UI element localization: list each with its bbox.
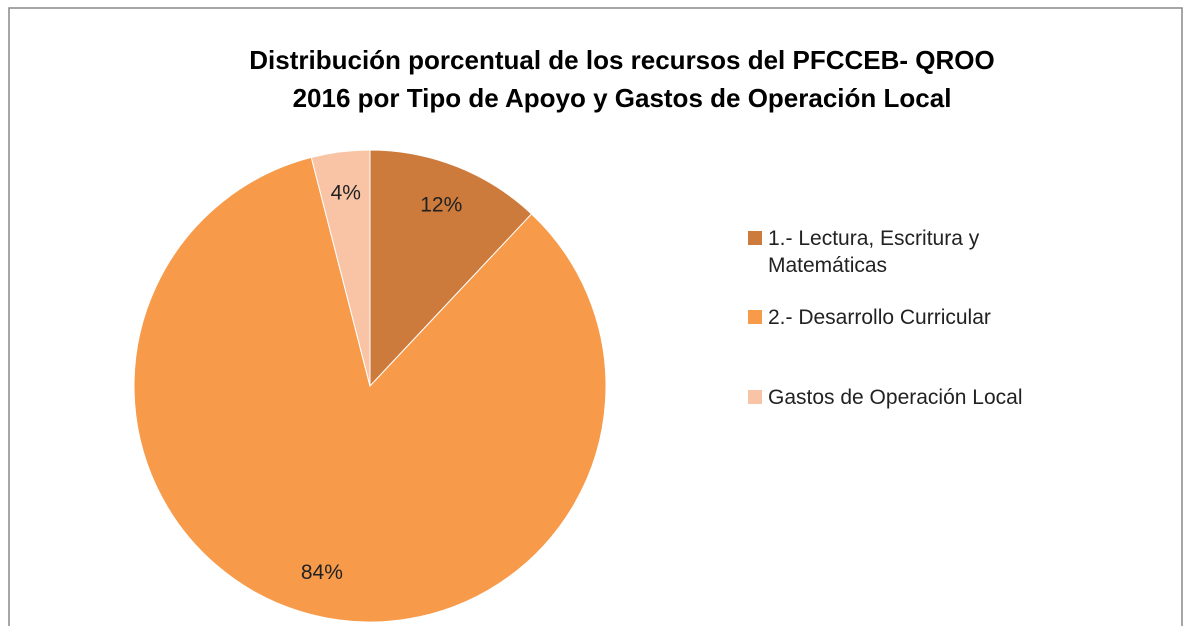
pie-slice [369, 149, 533, 388]
legend-entry: 1.- Lectura, Escritura y Matemáticas [748, 225, 1098, 279]
data-label: 84% [301, 561, 343, 584]
legend-entry: 2.- Desarrollo Curricular [748, 304, 1098, 331]
chart-title: 2016 por Tipo de Apoyo y Gastos de Opera… [293, 83, 952, 113]
legend-entry: Gastos de Operación Local [748, 384, 1098, 411]
legend-swatch [748, 231, 762, 245]
pie-slice [310, 149, 371, 387]
pie-slice [133, 156, 607, 623]
legend-swatch [748, 310, 762, 324]
chart-title: Distribución porcentual de los recursos … [249, 45, 994, 75]
legend-label: Gastos de Operación Local [768, 386, 1023, 409]
legend-swatch [748, 390, 762, 404]
legend-label: 2.- Desarrollo Curricular [768, 306, 991, 329]
data-label: 4% [331, 182, 361, 205]
data-label: 12% [420, 194, 462, 217]
legend-label: 1.- Lectura, Escritura y Matemáticas [768, 227, 980, 277]
